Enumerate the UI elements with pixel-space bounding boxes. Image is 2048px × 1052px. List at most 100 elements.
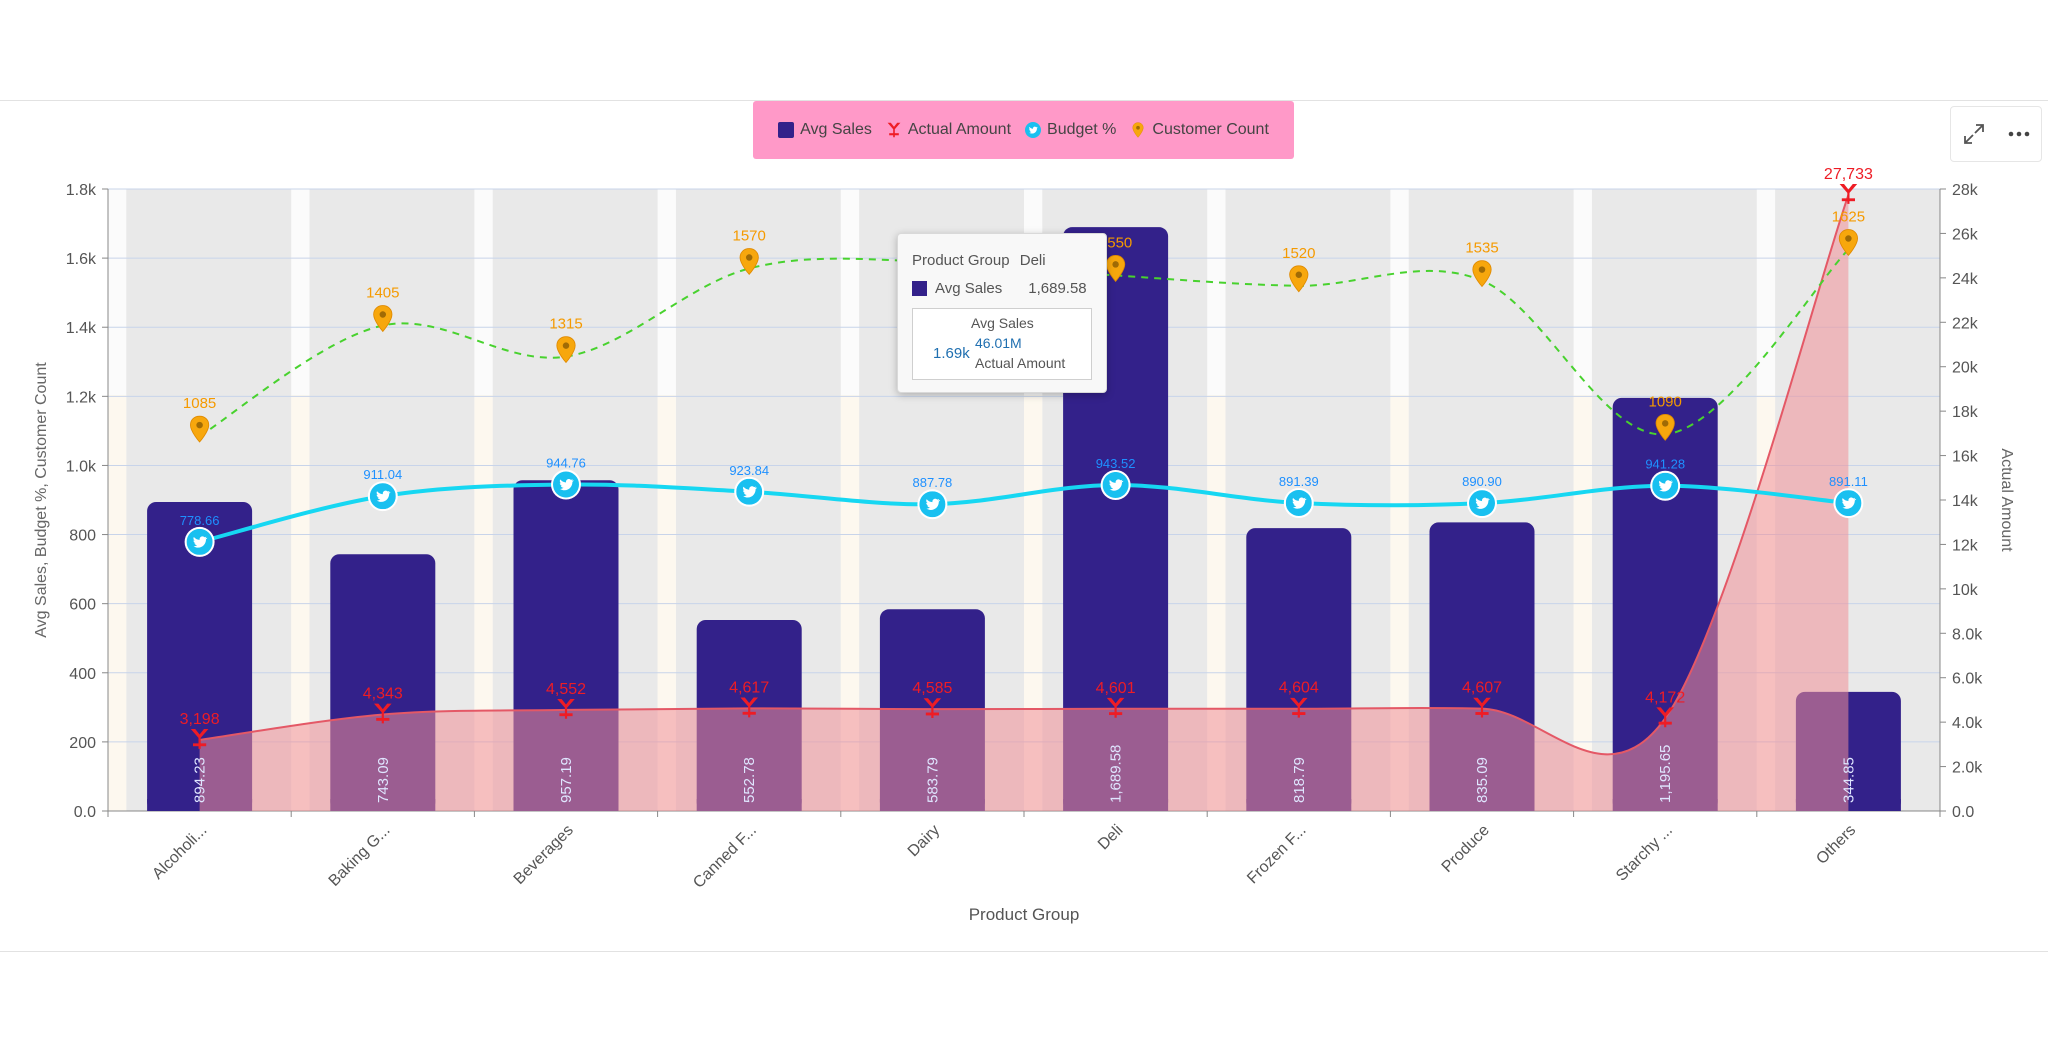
actual-amount-label: 4,343: [363, 686, 403, 703]
budget-marker: [736, 478, 763, 505]
band-gap-tint: [474, 395, 493, 811]
customer-count-label: 1085: [183, 395, 216, 412]
bar: [147, 501, 253, 811]
y-axis-title: Avg Sales, Budget %, Customer Count: [33, 362, 50, 638]
budget-marker: [553, 471, 579, 498]
budget-marker: [1102, 471, 1129, 498]
y2-tick-label: 20k: [1952, 360, 1979, 377]
customer-count-label: 1535: [1465, 240, 1498, 257]
legend-item-avg-sales[interactable]: Avg Sales: [778, 121, 872, 139]
actual-amount-label: 4,601: [1096, 680, 1136, 697]
x-tick-label: Deli: [1095, 822, 1127, 854]
y2-tick-label: 6.0k: [1952, 671, 1983, 688]
y-tick-label: 400: [69, 666, 96, 683]
tooltip-header: Product Group Deli: [912, 252, 1046, 269]
expand-button[interactable]: [1959, 119, 1989, 149]
y-tick-label: 1.6k: [66, 251, 97, 268]
actual-amount-label: 27,733: [1824, 166, 1873, 183]
budget-label: 887.78: [913, 475, 953, 490]
actual-amount-label: 3,198: [180, 711, 220, 728]
band-gap-tint: [108, 395, 127, 811]
tooltip-row: Avg Sales 1,689.58: [912, 280, 1087, 297]
bar-value-label: 835.09: [1474, 757, 1491, 803]
y-tick-label: 600: [69, 597, 96, 614]
bar-value-label: 894.23: [192, 757, 209, 803]
more-button[interactable]: [2004, 119, 2034, 149]
customer-count-label: 1625: [1832, 208, 1865, 225]
y2-tick-label: 14k: [1952, 493, 1979, 510]
bar-value-label: 957.19: [558, 757, 575, 803]
budget-marker: [1652, 472, 1679, 499]
y2-tick-label: 10k: [1952, 582, 1979, 599]
tooltip-box-title: Avg Sales: [971, 315, 1034, 331]
legend-label-customer-count: Customer Count: [1152, 121, 1269, 138]
budget-marker: [1469, 490, 1495, 517]
actual-amount-label: 4,585: [912, 680, 952, 697]
bar-value-label: 818.79: [1291, 757, 1308, 803]
square-icon: [778, 122, 795, 138]
customer-count-label: 1090: [1649, 393, 1682, 410]
bar-value-label: 552.78: [741, 757, 758, 803]
legend-item-actual-amount[interactable]: Actual Amount: [886, 121, 1011, 139]
tooltip-detail-box: Avg Sales 1.69k 46.01M Actual Amount: [912, 308, 1092, 380]
y2-tick-label: 0.0: [1952, 804, 1974, 821]
y2-tick-label: 4.0k: [1952, 715, 1983, 732]
legend-item-customer-count[interactable]: Customer Count: [1130, 121, 1269, 139]
actual-amount-label: 4,617: [729, 679, 769, 696]
bar-value-label: 344.85: [1840, 757, 1857, 803]
budget-marker: [369, 483, 396, 510]
band-gap-tint: [1024, 395, 1043, 811]
y-tick-label: 1.2k: [66, 389, 97, 406]
y-glyph-icon: [886, 122, 902, 138]
tooltip-box-value-1: 1.69k: [933, 345, 970, 362]
tooltip-box-label-2: Actual Amount: [975, 355, 1066, 371]
y-tick-label: 1.4k: [66, 320, 97, 337]
x-tick-label: Baking G...: [326, 822, 394, 890]
actual-amount-label: 4,552: [546, 681, 586, 698]
budget-marker: [919, 491, 946, 518]
y2-tick-label: 12k: [1952, 537, 1979, 554]
customer-count-label: 1570: [733, 227, 766, 244]
budget-marker: [1285, 489, 1312, 516]
tooltip-header-value: Deli: [1019, 252, 1046, 269]
budget-label: 891.39: [1279, 474, 1319, 489]
chart-toolbar: [1950, 106, 2042, 162]
y-tick-label: 0.0: [74, 804, 96, 821]
band-gap-tint: [1573, 395, 1592, 811]
legend-label-budget-pct: Budget %: [1047, 121, 1117, 138]
budget-label: 778.66: [180, 513, 220, 528]
x-tick-label: Alcoholi...: [149, 822, 210, 883]
x-tick-label: Beverages: [511, 822, 577, 888]
customer-count-label: 1405: [366, 284, 399, 301]
customer-count-label: 1550: [1099, 234, 1132, 251]
bar-value-label: 1,689.58: [1108, 745, 1125, 803]
customer-count-label: 1520: [1282, 245, 1315, 262]
y-tick-label: 800: [69, 528, 96, 545]
y2-tick-label: 26k: [1952, 226, 1979, 243]
actual-amount-label: 4,607: [1462, 680, 1502, 697]
y2-tick-label: 24k: [1952, 271, 1979, 288]
y2-tick-label: 28k: [1952, 182, 1979, 199]
bar-value-label: 583.79: [924, 757, 941, 803]
x-tick-label: Produce: [1439, 822, 1493, 876]
square-icon: [912, 281, 927, 296]
actual-amount-label: 4,172: [1645, 689, 1685, 706]
legend-item-budget-pct[interactable]: Budget %: [1025, 121, 1116, 139]
band-gap-tint: [291, 395, 310, 811]
band-gap-tint: [1207, 395, 1226, 811]
x-tick-label: Others: [1813, 822, 1859, 868]
y2-tick-label: 2.0k: [1952, 760, 1983, 777]
more-dots-icon: [2008, 131, 2029, 137]
budget-label: 890.90: [1462, 474, 1502, 489]
chart-legend: Avg Sales Actual Amount Budget % Custome…: [753, 101, 1294, 159]
legend-label-actual-amount: Actual Amount: [907, 121, 1012, 138]
tooltip-row-value: 1,689.58: [1028, 280, 1087, 297]
expand-icon: [1963, 124, 1984, 144]
budget-label: 944.76: [546, 456, 586, 471]
tooltip-box-value-2: 46.01M: [975, 335, 1022, 351]
y2-tick-label: 16k: [1952, 449, 1979, 466]
x-axis-title: Product Group: [969, 905, 1080, 924]
x-tick-label: Starchy ...: [1613, 822, 1676, 885]
x-tick-label: Dairy: [905, 822, 943, 860]
x-tick-label: Canned F...: [690, 822, 760, 892]
